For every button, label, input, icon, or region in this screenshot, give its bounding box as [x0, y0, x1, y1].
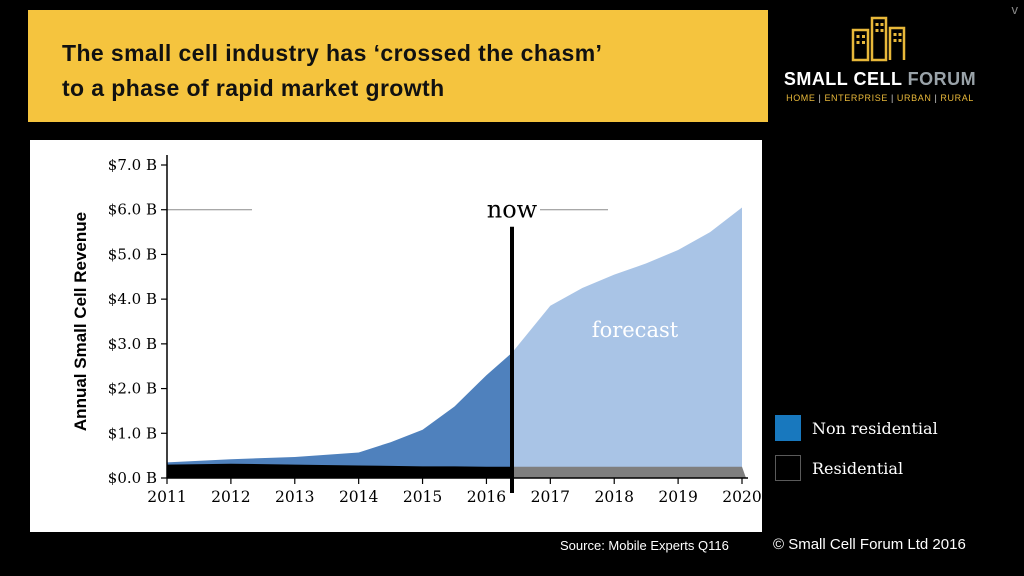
tagline-home: HOME	[786, 93, 816, 103]
svg-text:$5.0 B: $5.0 B	[108, 245, 157, 263]
tagline-separator: |	[934, 93, 938, 103]
svg-text:forecast: forecast	[592, 318, 679, 342]
svg-text:2018: 2018	[594, 488, 633, 506]
svg-text:now: now	[487, 196, 538, 224]
legend-label-residential: Residential	[812, 458, 904, 478]
tagline-rural: RURAL	[940, 93, 974, 103]
title-banner: The small cell industry has ‘crossed the…	[28, 10, 768, 122]
tagline-separator: |	[818, 93, 822, 103]
corner-mark: v	[1011, 2, 1019, 17]
legend-swatch-residential	[775, 455, 801, 481]
svg-text:$2.0 B: $2.0 B	[108, 380, 157, 398]
svg-text:2016: 2016	[467, 488, 506, 506]
source-note: Source: Mobile Experts Q116	[560, 538, 729, 553]
svg-text:$4.0 B: $4.0 B	[108, 290, 157, 308]
svg-text:2015: 2015	[403, 488, 442, 506]
chart-legend: Non residential Residential	[775, 415, 938, 495]
svg-text:$1.0 B: $1.0 B	[108, 424, 157, 442]
svg-text:2020: 2020	[722, 488, 761, 506]
small-cell-forum-logo: SMALL CELL FORUM HOME | ENTERPRISE | URBAN | R…	[780, 12, 980, 103]
chart-panel: $0.0 B $1.0 B $2.0 B $3.0 B $4.0 B $5.0 B $6.0…	[30, 140, 762, 532]
svg-text:2017: 2017	[531, 488, 570, 506]
svg-text:Annual Small Cell Revenue: Annual Small Cell Revenue	[71, 212, 90, 431]
slide-title-line-1: The small cell industry has ‘crossed the…	[62, 40, 603, 66]
legend-item-residential: Residential	[775, 455, 938, 481]
svg-text:2019: 2019	[658, 488, 697, 506]
svg-text:2012: 2012	[211, 488, 250, 506]
tagline-separator: |	[890, 93, 894, 103]
logo-buildings-icon	[851, 16, 906, 62]
svg-text:2014: 2014	[339, 488, 379, 506]
logo-tagline: HOME | ENTERPRISE | URBAN | RURAL	[780, 93, 980, 103]
slide-title-line-2: to a phase of rapid market growth	[62, 75, 445, 101]
logo-text-small-cell: SMALL CELL	[783, 69, 903, 89]
revenue-area-chart: $0.0 B $1.0 B $2.0 B $3.0 B $4.0 B $5.0 B $6.0…	[71, 155, 762, 506]
copyright-note: © Small Cell Forum Ltd 2016	[773, 536, 966, 553]
logo-text-forum: FORUM	[907, 69, 977, 89]
svg-text:$7.0 B: $7.0 B	[108, 156, 157, 174]
svg-text:2013: 2013	[275, 488, 314, 506]
legend-swatch-non-residential	[775, 415, 801, 441]
svg-text:$6.0 B: $6.0 B	[108, 201, 157, 219]
legend-item-non-residential: Non residential	[775, 415, 938, 441]
svg-text:$0.0 B: $0.0 B	[108, 469, 157, 487]
svg-text:$3.0 B: $3.0 B	[108, 335, 157, 353]
tagline-urban: URBAN	[896, 93, 932, 103]
logo-wordmark: SMALL CELL FORUM	[780, 69, 980, 90]
tagline-enterprise: ENTERPRISE	[824, 93, 888, 103]
legend-label-non-residential: Non residential	[812, 418, 938, 438]
svg-text:2011: 2011	[147, 488, 186, 506]
